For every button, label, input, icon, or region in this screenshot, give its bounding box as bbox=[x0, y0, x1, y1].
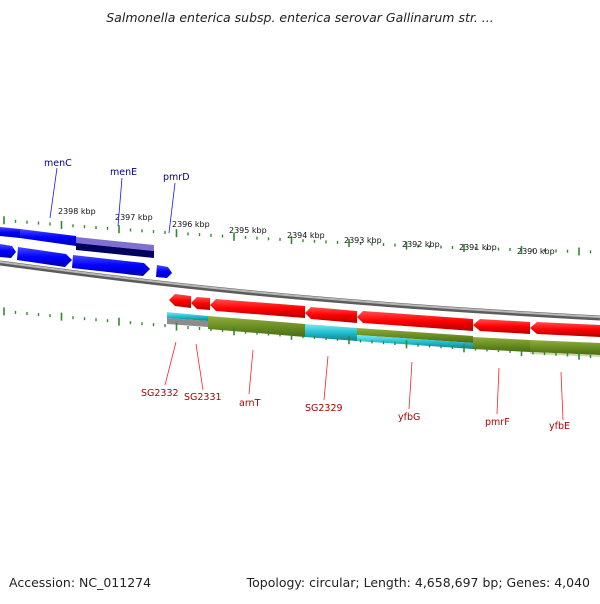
gene-label-SG2331[interactable]: SG2331 bbox=[184, 392, 222, 403]
label-leader-line bbox=[168, 182, 176, 234]
scale-label: 2392 kbp bbox=[402, 240, 440, 249]
gene-feature[interactable] bbox=[169, 294, 191, 308]
gene-feature[interactable] bbox=[76, 237, 154, 251]
gene-label-menC[interactable]: menC bbox=[44, 158, 72, 169]
scale-label: 2390 kbp bbox=[517, 247, 555, 256]
gene-feature[interactable] bbox=[305, 307, 357, 323]
scale-label: 2391 kbp bbox=[459, 243, 497, 252]
cds-feature[interactable] bbox=[357, 328, 473, 343]
gene-feature[interactable] bbox=[530, 322, 600, 337]
cds-feature[interactable] bbox=[530, 340, 600, 355]
minus-strand-features bbox=[169, 294, 600, 337]
gene-label-SG2332[interactable]: SG2332 bbox=[141, 388, 179, 399]
gene-feature[interactable] bbox=[210, 299, 305, 318]
cds-feature-edge bbox=[530, 352, 600, 357]
genome-backbone-highlight bbox=[0, 261, 600, 318]
scale-label: 2396 kbp bbox=[172, 220, 210, 229]
cds-feature[interactable] bbox=[473, 337, 530, 352]
label-leader-line bbox=[117, 177, 123, 227]
label-leader-line bbox=[560, 371, 564, 421]
label-leader-line bbox=[49, 167, 58, 219]
label-leader-line bbox=[496, 367, 500, 415]
scale-label: 2395 kbp bbox=[229, 226, 267, 235]
gene-feature[interactable] bbox=[156, 265, 172, 278]
label-leader-line bbox=[323, 355, 329, 401]
cds-band bbox=[167, 312, 600, 357]
label-leader-line bbox=[164, 341, 177, 386]
scale-label: 2398 kbp bbox=[58, 207, 96, 216]
top-gene-labels: menC menE pmrD bbox=[44, 158, 190, 234]
gene-label-yfbE[interactable]: yfbE bbox=[549, 421, 570, 432]
bottom-gene-labels: SG2332 SG2331 arnT SG2329 yfbG pmrF yfbE bbox=[141, 341, 570, 432]
gene-feature[interactable] bbox=[191, 297, 210, 310]
label-leader-line bbox=[408, 361, 413, 410]
gene-feature[interactable] bbox=[76, 243, 154, 258]
gene-feature[interactable] bbox=[357, 311, 473, 331]
label-leader-line bbox=[248, 349, 254, 395]
gene-label-pmrF[interactable]: pmrF bbox=[485, 417, 510, 428]
gene-label-pmrD[interactable]: pmrD bbox=[163, 172, 190, 183]
gene-label-arnT[interactable]: arnT bbox=[239, 398, 261, 409]
lower-tick-ring bbox=[3, 307, 592, 360]
plus-strand-features bbox=[0, 227, 172, 278]
scale-label: 2397 kbp bbox=[115, 213, 153, 222]
gene-feature[interactable] bbox=[20, 229, 76, 246]
topology-label: Topology: circular; Length: 4,658,697 bp… bbox=[246, 575, 590, 590]
gene-label-yfbG[interactable]: yfbG bbox=[398, 412, 420, 423]
cds-feature[interactable] bbox=[357, 335, 473, 349]
gene-feature[interactable] bbox=[473, 319, 530, 334]
gene-feature[interactable] bbox=[0, 244, 16, 258]
scale-label: 2393 kbp bbox=[344, 236, 382, 245]
gene-feature[interactable] bbox=[72, 255, 150, 276]
label-leader-line bbox=[195, 343, 204, 391]
gene-label-SG2329[interactable]: SG2329 bbox=[305, 403, 343, 414]
scale-labels: 2398 kbp 2397 kbp 2396 kbp 2395 kbp 2394… bbox=[58, 207, 555, 256]
accession-label: Accession: NC_011274 bbox=[9, 575, 152, 590]
upper-tick-ring bbox=[3, 216, 592, 256]
gene-label-menE[interactable]: menE bbox=[110, 167, 137, 178]
gene-feature[interactable] bbox=[17, 247, 72, 267]
gene-feature[interactable] bbox=[0, 227, 20, 238]
scale-label: 2394 kbp bbox=[287, 231, 325, 240]
cds-feature[interactable] bbox=[208, 316, 305, 337]
genome-title: Salmonella enterica subsp. enterica sero… bbox=[106, 10, 494, 25]
cds-feature[interactable] bbox=[305, 324, 357, 341]
